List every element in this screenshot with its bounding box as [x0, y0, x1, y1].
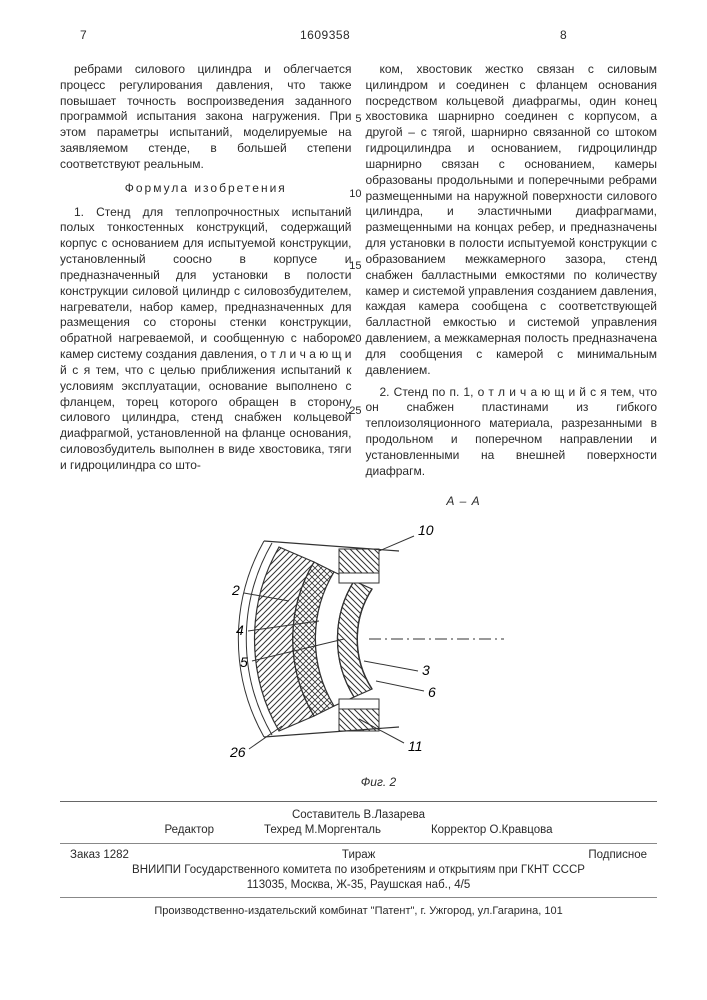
callout-26: 26: [229, 744, 246, 760]
document-number: 1609358: [300, 28, 350, 44]
separator-1: [60, 801, 657, 802]
mark-5: 5: [348, 112, 362, 127]
mark-10: 10: [348, 187, 362, 202]
callout-3: 3: [422, 662, 430, 678]
header: 7 1609358 8: [60, 28, 657, 46]
callout-11: 11: [408, 738, 423, 754]
corrector-label: Корректор О.Кравцова: [431, 823, 553, 838]
right-column: ком, хвостовик жестко связан с силовым ц…: [366, 62, 658, 480]
text-columns: ребрами силового цилиндра и облегчается …: [60, 62, 657, 480]
editor-label: Редактор: [165, 823, 215, 838]
page-number-right: 8: [560, 28, 567, 44]
figure-area: А – А: [60, 494, 657, 792]
page-number-left: 7: [80, 28, 87, 44]
address-line: 113035, Москва, Ж-35, Раушская наб., 4/5: [60, 878, 657, 893]
callout-2: 2: [231, 582, 240, 598]
org-line: ВНИИПИ Государственного комитета по изоб…: [60, 863, 657, 878]
callout-10: 10: [418, 522, 434, 538]
right-paragraph-1: ком, хвостовик жестко связан с силовым ц…: [366, 62, 658, 379]
sign-label: Подписное: [588, 848, 647, 863]
compiler-line: Составитель В.Лазарева: [60, 808, 657, 823]
footer: Производственно-издательский комбинат "П…: [60, 904, 657, 919]
mark-15: 15: [348, 259, 362, 274]
figure-diagram: 10 2 4 5 3 6 11 26: [204, 511, 514, 771]
meta-editor-line: Редактор Техред М.Моргенталь Корректор О…: [60, 823, 657, 838]
mark-25: 25: [348, 404, 362, 419]
figure-caption: Фиг. 2: [100, 775, 657, 791]
order-line: Заказ 1282 Тираж Подписное: [60, 848, 657, 863]
line-number-marks: 5 10 15 20 25: [348, 62, 362, 419]
left-paragraph-2: 1. Стенд для теплопрочностных испытаний …: [60, 205, 352, 474]
callout-6: 6: [428, 684, 436, 700]
left-column: ребрами силового цилиндра и облегчается …: [60, 62, 352, 480]
formula-title: Формула изобретения: [60, 181, 352, 197]
tirage-label: Тираж: [342, 848, 375, 863]
callout-4: 4: [236, 622, 244, 638]
order-number: Заказ 1282: [70, 848, 129, 863]
section-label: А – А: [270, 494, 657, 510]
left-paragraph-1: ребрами силового цилиндра и облегчается …: [60, 62, 352, 173]
separator-2: [60, 843, 657, 844]
callout-5: 5: [240, 654, 248, 670]
page: 7 1609358 8 ребрами силового цилиндра и …: [0, 0, 707, 1000]
right-paragraph-2: 2. Стенд по п. 1, о т л и ч а ю щ и й с …: [366, 385, 658, 480]
meta-block: Составитель В.Лазарева Редактор Техред М…: [60, 808, 657, 898]
tech-label: Техред М.Моргенталь: [264, 823, 381, 838]
separator-3: [60, 897, 657, 898]
mark-20: 20: [348, 332, 362, 347]
